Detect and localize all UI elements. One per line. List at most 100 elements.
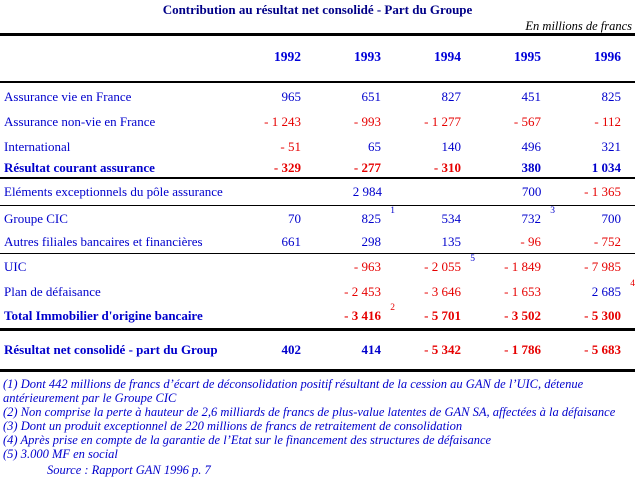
- table-row: Plan de défaisance - 2 453 - 3 646 - 1 653 2…: [0, 279, 635, 304]
- value-cell: 651: [301, 89, 382, 105]
- footnote-superscript: 4: [630, 278, 635, 289]
- cell-value: - 1 277: [424, 113, 461, 129]
- cell-value: - 5 300: [584, 308, 621, 323]
- value-cell: - 51: [221, 139, 301, 155]
- page-title: Contribution au résultat net consolidé -…: [162, 2, 473, 17]
- value-cell: 2 685 4: [541, 278, 635, 300]
- value-cell: 732 3: [461, 205, 556, 227]
- value-cell: 65: [301, 139, 381, 155]
- value-cell: 402: [221, 342, 302, 358]
- row-label: Groupe CIC: [4, 210, 68, 226]
- cell-value: - 7 985: [584, 258, 621, 274]
- value-cell: - 5 342: [381, 342, 461, 358]
- unit-label: En millions de francs: [525, 19, 632, 33]
- cell-value: - 310: [433, 160, 461, 175]
- source-line: Source : Rapport GAN 1996 p. 7: [47, 463, 211, 477]
- row-label: International: [4, 138, 71, 154]
- cell-value: - 1 653: [504, 283, 541, 299]
- cell-value: 298: [361, 234, 382, 249]
- value-cell: - 112: [541, 114, 621, 130]
- cell-value: 1 034: [591, 160, 621, 175]
- value-cell: 380: [461, 160, 542, 176]
- value-cell: - 1 365: [541, 184, 621, 200]
- row-label: Résultat courant assurance: [4, 160, 155, 175]
- section-rule: [0, 369, 635, 372]
- cell-value: - 329: [273, 160, 301, 175]
- cell-value: 965: [281, 88, 302, 104]
- cell-value: - 5 683: [584, 342, 621, 357]
- year-label: 1994: [434, 49, 461, 64]
- cell-value: - 2 453: [344, 283, 381, 299]
- cell-value: - 5 701: [424, 308, 461, 323]
- row-label: Assurance non-vie en France: [4, 113, 156, 129]
- year-label: 1993: [354, 49, 381, 64]
- cell-value: - 567: [513, 113, 541, 129]
- row-label: Résultat net consolidé - part du Group: [4, 342, 218, 357]
- cell-value: - 993: [353, 113, 381, 129]
- value-cell: - 277: [301, 160, 381, 176]
- value-cell: 661: [221, 234, 302, 250]
- cell-value: 825 1: [361, 205, 396, 226]
- value-cell: - 3 502: [461, 308, 541, 324]
- year-header-row: 1992 1993 1994 1995 1996: [4, 44, 621, 70]
- table-row: Eléments exceptionnels du pôle assurance…: [0, 179, 635, 205]
- year-label: 1992: [274, 49, 301, 64]
- value-cell: 534: [381, 211, 462, 227]
- cell-value: - 1 365: [584, 184, 621, 199]
- cell-value: 700: [521, 184, 542, 199]
- footnote-superscript: 5: [470, 253, 475, 264]
- value-cell: 135: [381, 234, 462, 250]
- value-cell: 700: [541, 211, 622, 227]
- row-label: Plan de défaisance: [4, 283, 101, 299]
- cell-value: 2 984: [352, 184, 383, 199]
- year-label: 1996: [594, 49, 621, 64]
- cell-value: - 3 502: [504, 308, 541, 323]
- cell-value: - 2 055 5: [424, 253, 475, 274]
- value-cell: - 1 786: [461, 342, 541, 358]
- value-cell: - 3 416 2: [301, 303, 395, 324]
- value-cell: 496: [461, 139, 542, 155]
- footnote-superscript: 3: [550, 205, 555, 216]
- cell-value: - 51: [280, 138, 301, 154]
- value-cell: 2 984: [302, 184, 382, 200]
- table-row: UIC - 963 - 2 055 5 - 1 849 - 7 985: [0, 254, 635, 279]
- year-label: 1995: [514, 49, 541, 64]
- footnote-line: (4) Après prise en compte de la garantie…: [3, 433, 492, 447]
- value-cell: 700: [462, 184, 542, 200]
- value-cell: 1 034: [541, 160, 621, 176]
- value-cell: 298: [301, 234, 382, 250]
- cell-value: - 1 786: [504, 342, 541, 357]
- cell-value: - 1 849: [504, 258, 541, 274]
- footnote-line: (5) 3.000 MF en social: [3, 447, 118, 461]
- footnote-line: (3) Dont un produit exceptionnel de 220 …: [3, 419, 463, 433]
- cell-value: 135: [441, 234, 462, 249]
- value-cell: - 5 300: [541, 308, 621, 324]
- value-cell: 140: [381, 138, 462, 155]
- cell-value: 825: [601, 88, 622, 104]
- value-cell: 825: [541, 88, 622, 105]
- value-cell: 70: [221, 211, 301, 227]
- value-cell: - 993: [301, 114, 381, 130]
- table-row: Assurance non-vie en France - 1 243 - 993 -…: [0, 109, 635, 134]
- footnotes: (1) Dont 442 millions de francs d’écart …: [3, 377, 633, 461]
- cell-value: 2 685 4: [591, 278, 635, 299]
- cell-value: - 3 416 2: [344, 303, 395, 323]
- cell-value: 140: [441, 138, 462, 154]
- header-rule: [0, 81, 635, 83]
- cell-value: 732 3: [521, 205, 556, 226]
- value-cell: - 963: [301, 259, 381, 275]
- value-cell: - 567: [461, 114, 541, 130]
- cell-value: 827: [441, 88, 462, 104]
- value-cell: 825 1: [301, 205, 396, 227]
- value-cell: - 2 453: [301, 284, 381, 300]
- value-cell: - 1 849: [461, 259, 541, 275]
- value-cell: - 3 646: [381, 284, 461, 300]
- cell-value: 321: [601, 138, 622, 154]
- cell-value: - 5 342: [424, 342, 461, 357]
- value-cell: - 1 243: [221, 114, 301, 130]
- cell-value: 414: [361, 342, 382, 357]
- value-cell: 827: [381, 88, 462, 105]
- value-cell: - 1 653: [461, 284, 541, 300]
- cell-value: - 112: [594, 113, 621, 129]
- value-cell: - 752: [541, 234, 621, 250]
